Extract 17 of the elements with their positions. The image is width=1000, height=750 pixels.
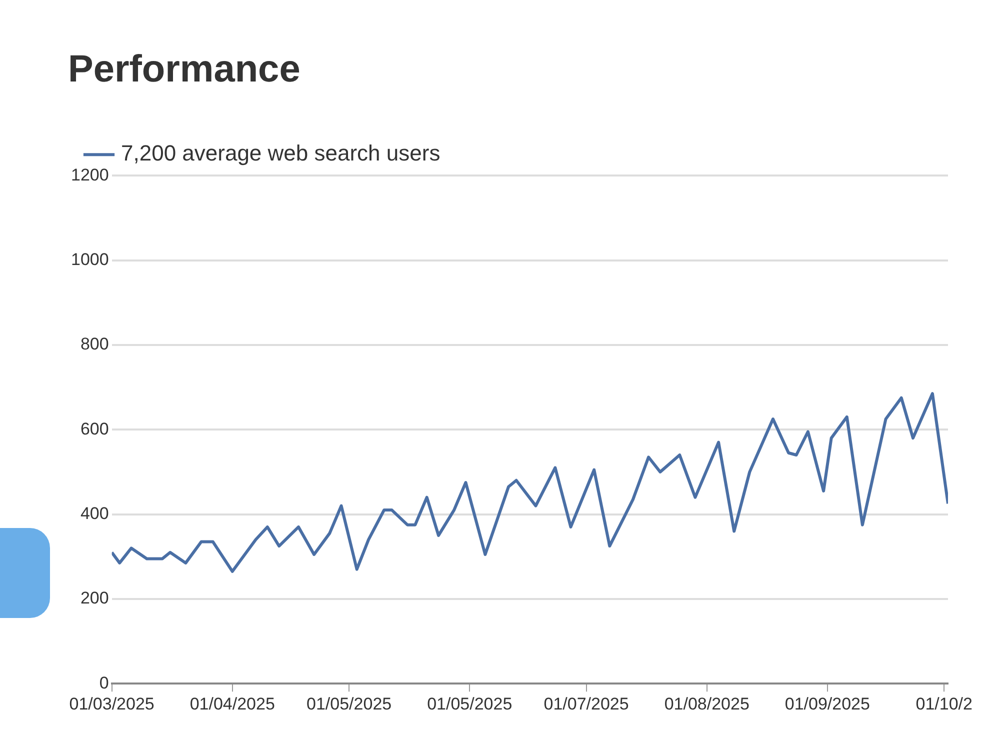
y-tick-label: 400 — [80, 504, 109, 523]
x-tick-label: 01/05/2025 — [306, 694, 392, 714]
x-tick-label: 01/03/2025 — [69, 694, 154, 714]
y-tick-label: 0 — [99, 673, 109, 692]
y-tick-label: 800 — [80, 334, 109, 354]
y-tick-label: 200 — [80, 588, 109, 608]
x-tick-label: 01/04/2025 — [190, 694, 275, 714]
chart-title: Performance — [68, 48, 300, 90]
x-tick-label: 01/07/2025 — [544, 694, 629, 714]
y-tick-label: 1200 — [70, 165, 109, 184]
x-tick-label: 01/10/2 — [916, 694, 972, 714]
x-tick-label: 01/05/2025 — [427, 694, 512, 714]
y-tick-label: 1000 — [70, 250, 109, 269]
x-tick-label: 01/09/2025 — [784, 694, 870, 714]
y-tick-label: 600 — [80, 419, 109, 438]
legend-label: 7,200 average web search users — [121, 140, 440, 166]
x-tick-label: 01/08/2025 — [664, 694, 750, 714]
